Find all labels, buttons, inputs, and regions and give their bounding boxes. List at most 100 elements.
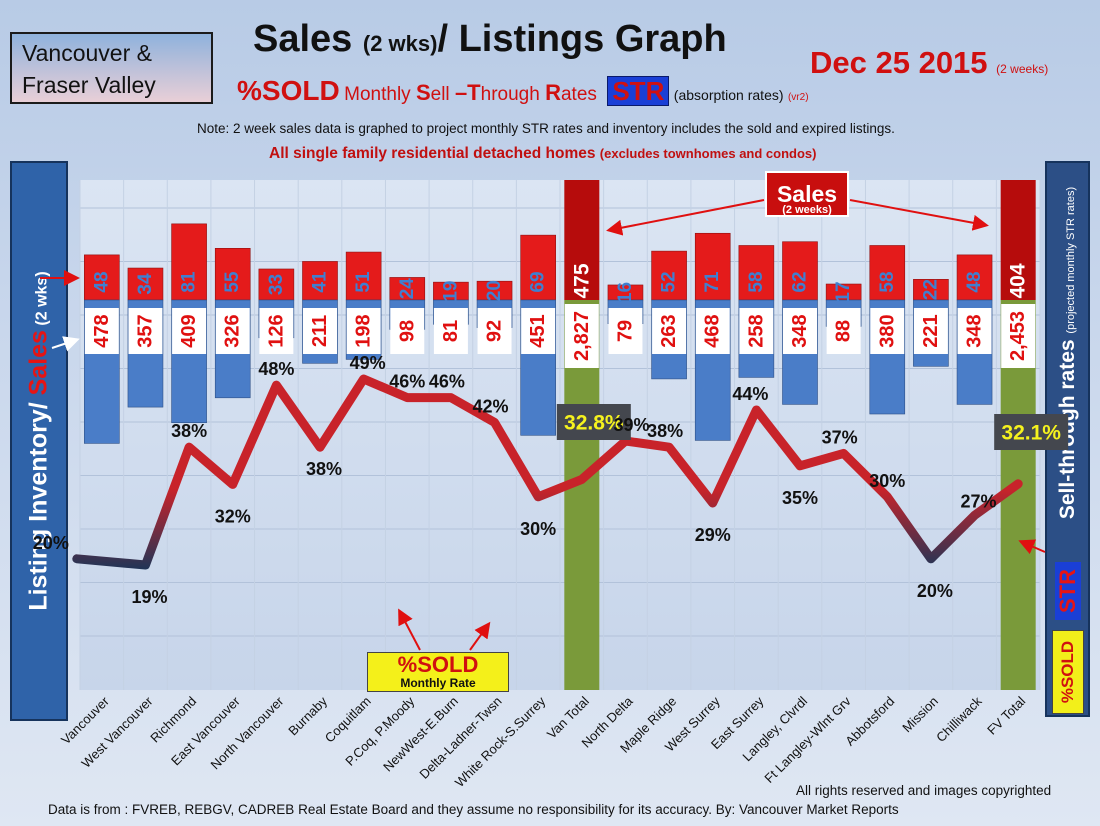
str-value-label: 20% xyxy=(33,533,69,553)
str-value-label: 38% xyxy=(171,421,207,441)
sales-value-label: 475 xyxy=(570,263,593,298)
right-str-arrow xyxy=(1018,539,1046,555)
sales-value-label: 62 xyxy=(790,271,811,292)
sales-value-label: 55 xyxy=(222,271,243,293)
str-value-label: 38% xyxy=(306,459,342,479)
sales-bar xyxy=(956,254,993,301)
inventory-label-box xyxy=(303,308,337,354)
inventory-value-label: 326 xyxy=(222,314,244,347)
left-inventory-arrow xyxy=(51,336,80,352)
inventory-value-label: 348 xyxy=(964,314,986,347)
subtitle: %SOLD Monthly Sell –Through Rates STR (a… xyxy=(237,75,809,107)
sales-bar xyxy=(782,241,818,301)
region-line-1: Vancouver & xyxy=(22,40,152,66)
inventory-value-label: 468 xyxy=(702,314,724,347)
sold-arrow-left xyxy=(398,608,421,651)
sales-bar xyxy=(258,268,295,301)
chart-title: Sales (2 wks)/ Listings Graph xyxy=(253,18,727,61)
sales-value-label: 20 xyxy=(484,280,505,301)
version-label: (vr2) xyxy=(787,92,809,103)
str-value-label: 46% xyxy=(429,372,465,392)
inventory-label-box xyxy=(695,308,730,354)
total-str-badge xyxy=(994,414,1069,450)
date-note: (2 weeks) xyxy=(996,62,1049,76)
source-note: Data is from : FVREB, REBGV, CADREB Real… xyxy=(48,802,899,817)
sales-arrow-left xyxy=(606,199,765,236)
sales-value-label: 16 xyxy=(615,282,636,303)
sales-value-label: 48 xyxy=(964,271,985,292)
inventory-value-label: 478 xyxy=(91,314,113,347)
subtitle-ates: ates xyxy=(560,84,597,105)
inventory-value-label: 198 xyxy=(353,314,375,347)
inventory-value-label: 211 xyxy=(309,315,331,347)
region-line-2: Fraser Valley xyxy=(22,72,156,98)
str-value-label: 44% xyxy=(732,384,768,404)
inventory-value-label: 258 xyxy=(745,314,767,347)
sales-bar xyxy=(869,245,906,301)
sales-value-label: 33 xyxy=(266,274,287,295)
total-sales-bar xyxy=(564,180,600,300)
sales-bar xyxy=(738,245,775,301)
inventory-value-label: 92 xyxy=(484,320,506,342)
sales-value-label: 41 xyxy=(310,271,331,293)
sales-value-label: 22 xyxy=(920,279,941,300)
scope-note-main: All single family residential detached h… xyxy=(269,145,596,162)
inventory-label-box xyxy=(564,304,599,368)
str-value-label: 49% xyxy=(350,353,386,373)
sold-legend-box: %SOLD xyxy=(1052,630,1084,714)
inventory-value-label: 88 xyxy=(833,320,855,342)
str-value-label: 39% xyxy=(613,415,649,435)
left-axis-band: Listing Inventory/ Sales (2 wks) xyxy=(10,161,68,721)
title-listings: / Listings Graph xyxy=(437,18,727,60)
inventory-label-box xyxy=(259,308,294,354)
str-value-label: 19% xyxy=(131,587,167,607)
sales-value-label: 69 xyxy=(528,271,549,292)
subtitle-r: R xyxy=(545,80,561,105)
scope-note-small: (excludes townhomes and condos) xyxy=(599,146,817,161)
sales-bar xyxy=(694,232,731,301)
inventory-label-box xyxy=(957,308,992,354)
subtitle-s: S xyxy=(415,80,431,105)
sold-arrow-right xyxy=(469,621,491,651)
inventory-value-label: 380 xyxy=(876,314,898,347)
sales-value-label: 71 xyxy=(702,271,723,293)
inventory-label-box xyxy=(128,308,163,354)
sales-value-label: 17 xyxy=(833,281,854,302)
category-label: Ft Langley-Wlnt Grv xyxy=(761,693,854,786)
copyright-note: All rights reserved and images copyright… xyxy=(796,783,1052,798)
sales-value-label: 24 xyxy=(397,278,418,300)
inventory-label-box xyxy=(390,308,425,354)
subtitle-hrough: hrough xyxy=(480,84,546,105)
inventory-label-box xyxy=(913,308,948,354)
str-value-label: 46% xyxy=(389,372,425,392)
inventory-value-label: 357 xyxy=(134,314,156,347)
inventory-label-box xyxy=(1001,304,1036,368)
inventory-value-label: 81 xyxy=(440,320,462,342)
inventory-label-box xyxy=(172,308,207,354)
total-sales-bar xyxy=(1000,180,1036,300)
str-value-label: 42% xyxy=(473,396,509,416)
inventory-value-label: 263 xyxy=(658,314,680,347)
inventory-value-label: 2,827 xyxy=(571,311,593,361)
sales-value-label: 58 xyxy=(746,271,767,292)
sales-value-label: 52 xyxy=(659,271,680,292)
category-label: NewWest-E.Burn xyxy=(380,694,461,775)
sales-value-label: 58 xyxy=(877,271,898,292)
sales-callout-box xyxy=(765,171,849,217)
inventory-label-box xyxy=(739,308,774,354)
inventory-label-box xyxy=(433,308,468,354)
inventory-label-box xyxy=(346,308,381,354)
report-date: Dec 25 2015 (2 weeks) xyxy=(810,45,1048,81)
sales-bar xyxy=(127,267,164,301)
sold-callout-title: %SOLD xyxy=(397,652,479,677)
sales-value-label: 34 xyxy=(135,273,156,295)
inventory-label-box xyxy=(521,308,556,354)
sales-value-label: 404 xyxy=(1007,263,1030,298)
category-label: Delta-Ladner-Twsn xyxy=(416,694,504,782)
str-value-label: 30% xyxy=(520,519,556,539)
inventory-label-box xyxy=(826,308,861,354)
inventory-value-label: 79 xyxy=(614,320,636,342)
subtitle-ell: ell xyxy=(430,84,455,105)
subtitle-sold: %SOLD xyxy=(237,75,340,106)
